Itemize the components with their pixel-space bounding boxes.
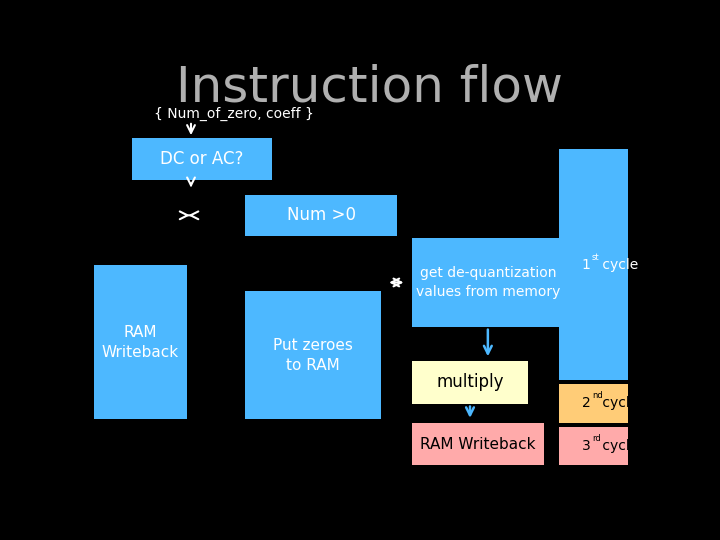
Text: 1: 1 <box>582 258 591 272</box>
Text: RAM
Writeback: RAM Writeback <box>102 325 179 360</box>
FancyBboxPatch shape <box>559 427 629 465</box>
Text: Put zeroes
to RAM: Put zeroes to RAM <box>273 338 353 373</box>
Text: RAM Writeback: RAM Writeback <box>420 436 536 451</box>
FancyBboxPatch shape <box>412 238 564 327</box>
Text: 2: 2 <box>582 396 591 410</box>
Text: DC or AC?: DC or AC? <box>161 150 244 168</box>
Text: rd: rd <box>592 434 600 443</box>
Text: cycle: cycle <box>598 396 639 410</box>
FancyBboxPatch shape <box>245 194 397 236</box>
Text: multiply: multiply <box>436 374 504 391</box>
Text: get de-quantization
values from memory: get de-quantization values from memory <box>415 266 560 299</box>
FancyBboxPatch shape <box>559 384 629 423</box>
FancyBboxPatch shape <box>559 149 629 380</box>
FancyBboxPatch shape <box>132 138 272 180</box>
FancyBboxPatch shape <box>94 265 187 419</box>
Text: Instruction flow: Instruction flow <box>176 64 562 112</box>
Text: cycle: cycle <box>598 258 639 272</box>
Text: 3: 3 <box>582 439 591 453</box>
FancyBboxPatch shape <box>245 292 381 419</box>
FancyBboxPatch shape <box>412 423 544 465</box>
Text: st: st <box>592 253 600 262</box>
Text: { Num_of_zero, coeff }: { Num_of_zero, coeff } <box>154 107 314 121</box>
Text: Num >0: Num >0 <box>287 206 356 224</box>
FancyBboxPatch shape <box>412 361 528 404</box>
Text: cycle: cycle <box>598 439 639 453</box>
Text: nd: nd <box>592 392 603 401</box>
